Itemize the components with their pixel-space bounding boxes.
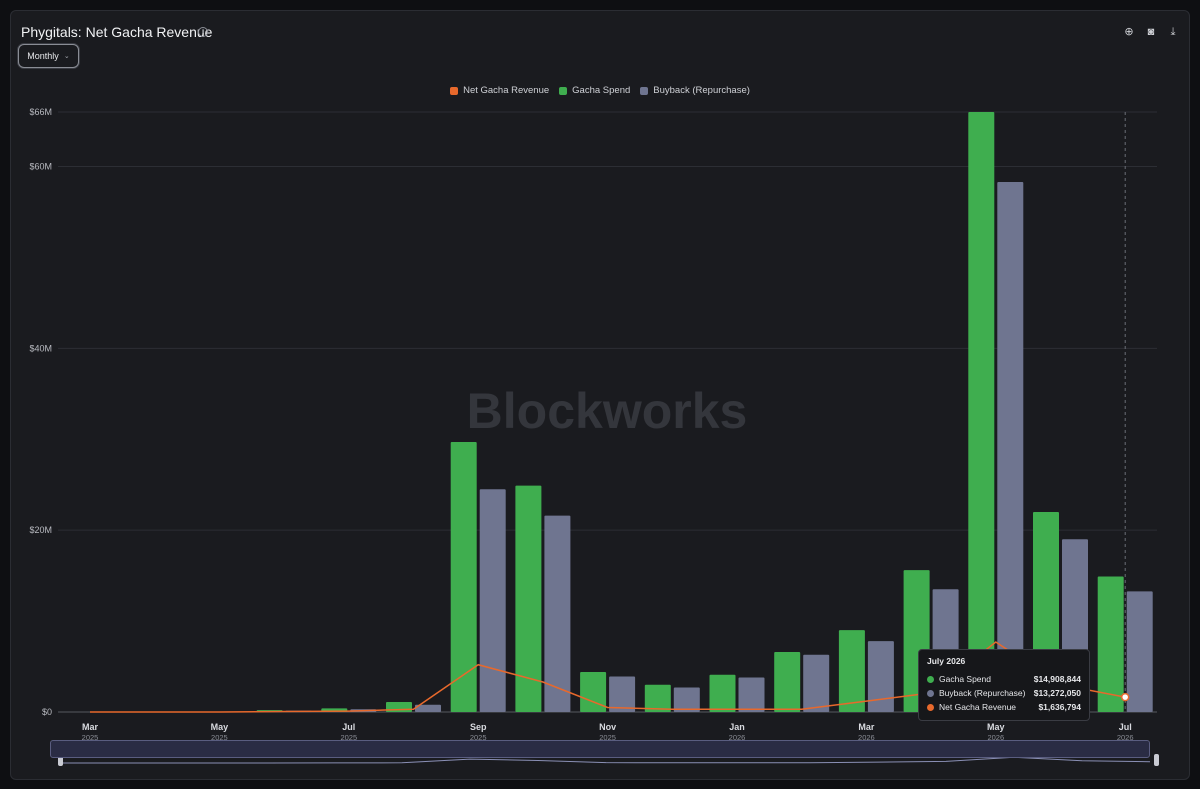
y-tick-label: $60M bbox=[29, 162, 52, 172]
legend-item-net[interactable]: Net Gacha Revenue bbox=[450, 85, 549, 96]
bar-gacha-spend bbox=[709, 674, 736, 712]
tooltip-value-buyback: $13,272,050 bbox=[1033, 688, 1081, 698]
legend-item-buyback[interactable]: Buyback (Repurchase) bbox=[640, 85, 750, 96]
period-select[interactable]: Monthly ⌄ bbox=[18, 44, 79, 68]
tooltip-value-gacha: $14,908,844 bbox=[1033, 674, 1081, 684]
chart-legend: Net Gacha Revenue Gacha Spend Buyback (R… bbox=[11, 85, 1189, 96]
tooltip-dot-buyback bbox=[927, 689, 934, 697]
x-tick-year: 2025 bbox=[340, 733, 357, 742]
tooltip-row-net: Net Gacha Revenue $1,636,794 bbox=[927, 702, 1081, 712]
x-tick-month: Nov bbox=[599, 722, 616, 732]
bar-buyback bbox=[803, 654, 830, 712]
tooltip-label-gacha: Gacha Spend bbox=[939, 674, 991, 684]
legend-swatch-gacha bbox=[559, 86, 568, 95]
chart-tooltip: July 2026 Gacha Spend $14,908,844 Buybac… bbox=[918, 649, 1090, 721]
bar-buyback bbox=[415, 704, 441, 712]
bar-gacha-spend bbox=[1097, 576, 1124, 712]
tooltip-label-net: Net Gacha Revenue bbox=[939, 702, 1017, 712]
range-navigator[interactable] bbox=[50, 740, 1150, 758]
watermark: Blockworks bbox=[467, 383, 748, 439]
chevron-down-icon: ⌄ bbox=[63, 53, 70, 60]
x-tick-month: Jan bbox=[729, 722, 745, 732]
bar-gacha-spend bbox=[580, 672, 607, 712]
period-select-value: Monthly bbox=[27, 51, 59, 61]
legend-swatch-net bbox=[450, 86, 459, 95]
tooltip-row-gacha: Gacha Spend $14,908,844 bbox=[927, 674, 1081, 684]
y-tick-label: $40M bbox=[29, 343, 52, 353]
x-tick-month: Jul bbox=[342, 722, 355, 732]
info-icon[interactable]: i bbox=[198, 27, 208, 37]
navigator-series-line bbox=[62, 756, 1151, 764]
y-tick-label: $0 bbox=[42, 707, 52, 717]
x-tick-month: May bbox=[211, 722, 229, 732]
x-tick-month: May bbox=[987, 722, 1005, 732]
x-tick-year: 2026 bbox=[1117, 733, 1134, 742]
legend-label-buyback: Buyback (Repurchase) bbox=[653, 85, 750, 96]
bar-buyback bbox=[738, 677, 765, 712]
y-tick-label: $20M bbox=[29, 525, 52, 535]
bar-gacha-spend bbox=[774, 652, 801, 712]
tooltip-title: July 2026 bbox=[927, 656, 966, 666]
chart-toolbar: ⊕ ◙ ⤓ bbox=[1123, 26, 1179, 38]
download-icon[interactable]: ⤓ bbox=[1170, 26, 1176, 38]
legend-label-net: Net Gacha Revenue bbox=[463, 85, 550, 96]
navigator-handle-right bbox=[1154, 754, 1159, 766]
x-tick-month: Mar bbox=[858, 722, 875, 732]
bar-buyback bbox=[609, 676, 636, 712]
bar-buyback bbox=[544, 515, 571, 712]
x-tick-year: 2025 bbox=[470, 733, 487, 742]
y-tick-label: $66M bbox=[29, 107, 52, 117]
bar-buyback bbox=[673, 687, 700, 712]
bar-gacha-spend bbox=[644, 684, 671, 712]
tooltip-value-net: $1,636,794 bbox=[1038, 702, 1081, 712]
bar-buyback bbox=[479, 489, 506, 712]
legend-swatch-buyback bbox=[640, 86, 649, 95]
x-tick-year: 2025 bbox=[599, 733, 616, 742]
zoom-in-icon[interactable]: ⊕ bbox=[1124, 26, 1134, 38]
x-tick-year: 2025 bbox=[211, 733, 228, 742]
legend-label-gacha: Gacha Spend bbox=[572, 85, 631, 96]
bar-buyback bbox=[1126, 591, 1153, 712]
bar-gacha-spend bbox=[450, 442, 477, 712]
x-tick-year: 2026 bbox=[858, 733, 875, 742]
tooltip-dot-gacha bbox=[927, 675, 934, 683]
legend-item-gacha[interactable]: Gacha Spend bbox=[559, 85, 630, 96]
bar-buyback bbox=[997, 182, 1024, 712]
x-tick-month: Mar bbox=[82, 722, 99, 732]
bar-gacha-spend bbox=[515, 485, 542, 712]
x-tick-year: 2025 bbox=[82, 733, 99, 742]
tooltip-dot-net bbox=[927, 703, 934, 711]
bar-gacha-spend bbox=[968, 112, 995, 712]
hover-point-net bbox=[1120, 692, 1130, 702]
x-tick-year: 2026 bbox=[987, 733, 1004, 742]
bar-gacha-spend bbox=[838, 630, 865, 712]
x-tick-month: Jul bbox=[1119, 722, 1132, 732]
camera-icon[interactable]: ◙ bbox=[1147, 26, 1155, 38]
chart-title: Phygitals: Net Gacha Revenue bbox=[21, 24, 213, 40]
x-tick-month: Sep bbox=[470, 722, 487, 732]
x-tick-year: 2026 bbox=[729, 733, 746, 742]
bar-buyback bbox=[867, 641, 894, 712]
tooltip-label-buyback: Buyback (Repurchase) bbox=[939, 688, 1026, 698]
tooltip-row-buyback: Buyback (Repurchase) $13,272,050 bbox=[927, 688, 1081, 698]
